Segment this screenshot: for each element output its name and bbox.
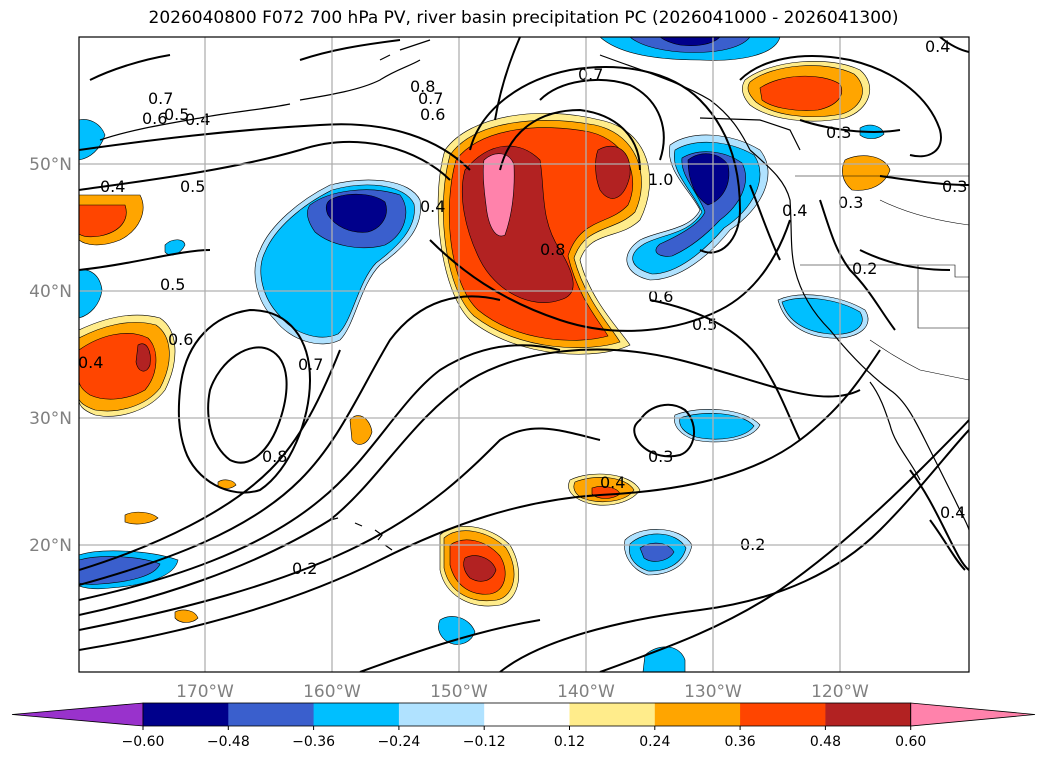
contour-label: 0.3 bbox=[648, 447, 673, 466]
contour-label: 0.6 bbox=[168, 330, 193, 349]
contour-label: 0.3 bbox=[826, 123, 851, 142]
lon-label: 170°W bbox=[176, 682, 234, 702]
contour-label: 0.6 bbox=[142, 109, 167, 128]
pv-contours bbox=[79, 37, 969, 672]
colorbar-tick-label: −0.36 bbox=[292, 734, 335, 750]
state-borders bbox=[795, 175, 969, 381]
contour-label: 0.7 bbox=[418, 89, 443, 108]
contour-label: 0.4 bbox=[925, 37, 950, 56]
lat-label: 50°N bbox=[29, 155, 72, 175]
contour-label: 0.4 bbox=[185, 110, 210, 129]
plot-area: 0.7 0.6 0.5 0.4 0.8 0.7 0.6 0.7 0.4 0.4 … bbox=[78, 37, 969, 672]
contour-label: 0.8 bbox=[410, 77, 435, 96]
colorbar-segment bbox=[313, 703, 400, 726]
contour-label: 0.7 bbox=[148, 89, 173, 108]
contour-label: 0.7 bbox=[578, 65, 603, 84]
lat-label: 20°N bbox=[29, 536, 72, 556]
lon-label: 140°W bbox=[557, 682, 615, 702]
contour-label: 0.4 bbox=[782, 201, 807, 220]
colorbar-segment bbox=[740, 703, 826, 726]
longitude-labels: 170°W 160°W 150°W 140°W 130°W 120°W bbox=[176, 682, 869, 702]
contour-label: 0.4 bbox=[100, 177, 125, 196]
colorbar-segment bbox=[825, 703, 912, 726]
contour-label: 0.4 bbox=[420, 197, 445, 216]
lat-label: 40°N bbox=[29, 282, 72, 302]
colorbar-segment bbox=[484, 703, 570, 726]
latitude-labels: 50°N 40°N 30°N 20°N bbox=[29, 155, 72, 556]
contour-label: 0.6 bbox=[648, 287, 673, 306]
contour-label: 0.4 bbox=[600, 473, 625, 492]
plot-frame bbox=[78, 36, 970, 673]
lat-label: 30°N bbox=[29, 409, 72, 429]
contour-label: 0.5 bbox=[160, 275, 185, 294]
colorbar-segment bbox=[569, 703, 656, 726]
colorbar-tick-label: 0.24 bbox=[639, 734, 670, 750]
contour-label: 0.2 bbox=[852, 259, 877, 278]
colorbar-tick-label: −0.24 bbox=[377, 734, 420, 750]
islands bbox=[329, 39, 431, 551]
contour-label: 0.8 bbox=[262, 447, 287, 466]
graticule bbox=[79, 37, 969, 672]
colorbar-outline bbox=[142, 702, 912, 727]
contour-labels: 0.7 0.6 0.5 0.4 0.8 0.7 0.6 0.7 0.4 0.4 … bbox=[78, 37, 967, 578]
lon-label: 150°W bbox=[430, 682, 488, 702]
colorbar-tick-label: −0.12 bbox=[463, 734, 506, 750]
colorbar-segment bbox=[654, 703, 741, 726]
colorbar: −0.60 −0.48 −0.36 −0.24 −0.12 0.12 0.24 0.36 0.4… bbox=[11, 702, 1036, 750]
contour-label: 0.5 bbox=[164, 105, 189, 124]
precip-shading bbox=[79, 37, 891, 672]
contour-label: 1.0 bbox=[648, 170, 673, 189]
contour-label: 0.2 bbox=[292, 559, 317, 578]
lon-label: 130°W bbox=[684, 682, 742, 702]
lon-label: 120°W bbox=[811, 682, 869, 702]
contour-label: 0.6 bbox=[420, 105, 445, 124]
colorbar-extend-high bbox=[910, 702, 1036, 727]
colorbar-segment bbox=[143, 703, 229, 726]
colorbar-tick-label: 0.36 bbox=[725, 734, 756, 750]
colorbar-tick-label: 0.60 bbox=[895, 734, 926, 750]
colorbar-segment bbox=[398, 703, 485, 726]
map-title: 2026040800 F072 700 hPa PV, river basin … bbox=[148, 8, 899, 28]
contour-label: 0.4 bbox=[78, 353, 103, 372]
colorbar-tick-label: −0.48 bbox=[207, 734, 250, 750]
contour-label: 0.8 bbox=[540, 240, 565, 259]
contour-label: 0.3 bbox=[838, 193, 863, 212]
contour-label: 0.3 bbox=[942, 177, 967, 196]
contour-label: 0.7 bbox=[298, 355, 323, 374]
colorbar-tick-label: −0.60 bbox=[122, 734, 165, 750]
colorbar-segment bbox=[228, 703, 315, 726]
colorbar-tick-label: 0.12 bbox=[554, 734, 585, 750]
lon-label: 160°W bbox=[303, 682, 361, 702]
contour-label: 0.4 bbox=[940, 503, 965, 522]
colorbar-tick-label: 0.48 bbox=[810, 734, 841, 750]
contour-label: 0.5 bbox=[180, 177, 205, 196]
coastlines bbox=[99, 54, 969, 531]
colorbar-extend-low bbox=[11, 702, 144, 727]
contour-label: 0.5 bbox=[692, 315, 717, 334]
